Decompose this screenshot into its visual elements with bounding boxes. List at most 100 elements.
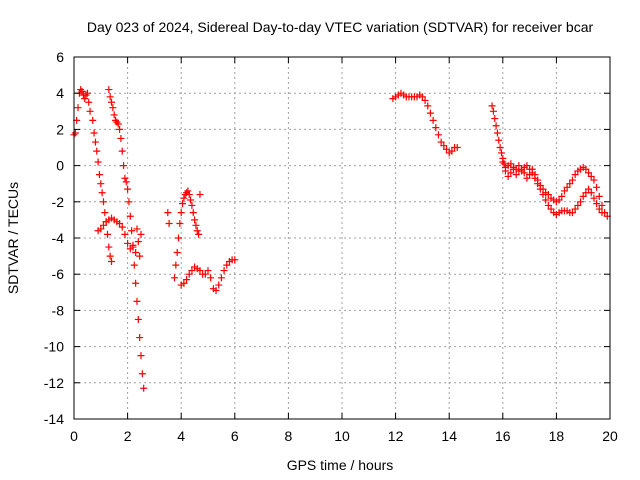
data-point	[443, 145, 451, 153]
data-point	[85, 98, 93, 106]
data-point	[495, 136, 503, 144]
data-point	[106, 252, 114, 260]
x-axis-label: GPS time / hours	[287, 457, 394, 473]
x-tick-label: 4	[177, 428, 185, 444]
data-point	[500, 160, 508, 168]
x-tick-label: 8	[285, 428, 293, 444]
series-track-5	[177, 256, 239, 294]
data-point	[504, 172, 512, 180]
data-point	[180, 194, 188, 202]
data-point	[568, 209, 576, 217]
data-point	[165, 220, 173, 228]
data-point	[98, 189, 106, 197]
data-point	[137, 352, 145, 360]
data-point	[547, 205, 555, 213]
data-point	[99, 198, 107, 206]
data-point	[108, 258, 116, 266]
data-point	[204, 267, 212, 275]
axis-ticks: 0 2 4 6 8 10 12 14 16 18 20 -14 -12 -10 -8 -6 -4 -2 0 2 4 6	[44, 49, 618, 444]
data-point	[196, 267, 204, 275]
data-point	[453, 144, 461, 151]
data-point	[223, 261, 231, 269]
data-point	[95, 171, 103, 179]
data-point	[188, 267, 196, 275]
data-point	[173, 248, 181, 256]
data-point	[585, 185, 593, 193]
data-point	[114, 120, 122, 128]
data-point	[91, 138, 99, 146]
y-tick-label: -6	[52, 266, 65, 282]
data-point	[571, 171, 579, 179]
data-point	[560, 187, 568, 195]
data-point	[118, 147, 126, 155]
x-tick-label: 0	[70, 428, 78, 444]
data-point	[515, 162, 523, 170]
data-point	[593, 200, 601, 208]
x-tick-label: 20	[602, 428, 618, 444]
data-point	[574, 201, 582, 209]
chart-title: Day 023 of 2024, Sidereal Day-to-day VTE…	[87, 19, 594, 35]
data-point	[185, 191, 193, 199]
data-point	[531, 174, 539, 182]
data-point	[440, 142, 448, 150]
data-point	[81, 95, 89, 103]
data-point	[192, 221, 200, 229]
data-point	[132, 279, 140, 287]
data-point	[132, 248, 140, 256]
data-point	[426, 109, 434, 117]
series-track-6	[389, 89, 461, 157]
data-point	[497, 149, 505, 157]
data-point	[590, 194, 598, 202]
data-point	[138, 370, 146, 378]
data-point	[140, 384, 148, 392]
data-point	[528, 169, 536, 177]
data-point	[120, 162, 128, 170]
data-point	[183, 276, 191, 284]
data-point	[193, 227, 201, 235]
data-point	[418, 93, 426, 101]
data-point	[172, 261, 180, 269]
data-point	[488, 102, 496, 110]
data-point	[185, 270, 193, 278]
data-point	[90, 129, 98, 137]
x-tick-label: 6	[231, 428, 239, 444]
data-point	[534, 180, 542, 188]
data-point	[489, 107, 497, 115]
data-point	[176, 220, 184, 228]
data-point	[558, 192, 566, 200]
data-point	[116, 220, 124, 228]
data-point	[129, 243, 137, 251]
data-point	[108, 98, 116, 106]
y-tick-label: -2	[52, 194, 65, 210]
data-point	[94, 158, 102, 166]
series-track-3	[94, 214, 145, 260]
grid	[74, 57, 610, 419]
data-point	[121, 174, 129, 182]
data-point	[116, 125, 124, 133]
y-tick-label: -10	[44, 339, 64, 355]
data-point	[175, 234, 183, 242]
data-point	[86, 107, 94, 115]
data-point	[585, 169, 593, 177]
data-point	[491, 115, 499, 123]
x-tick-label: 16	[495, 428, 511, 444]
data-point	[577, 198, 585, 206]
data-point	[587, 172, 595, 180]
data-point	[104, 230, 111, 238]
y-tick-label: -12	[44, 375, 64, 391]
data-point	[196, 191, 204, 199]
data-point	[215, 281, 223, 289]
data-point	[195, 230, 203, 238]
data-point	[563, 183, 571, 191]
data-point	[421, 96, 429, 104]
data-point	[231, 256, 239, 264]
data-point	[126, 212, 134, 220]
data-point	[180, 279, 188, 287]
data-point	[593, 183, 601, 191]
data-point	[493, 129, 501, 137]
data-point	[134, 315, 142, 323]
y-tick-label: 4	[56, 85, 64, 101]
data-point	[507, 169, 515, 177]
data-point	[99, 221, 107, 229]
data-point	[177, 209, 185, 217]
